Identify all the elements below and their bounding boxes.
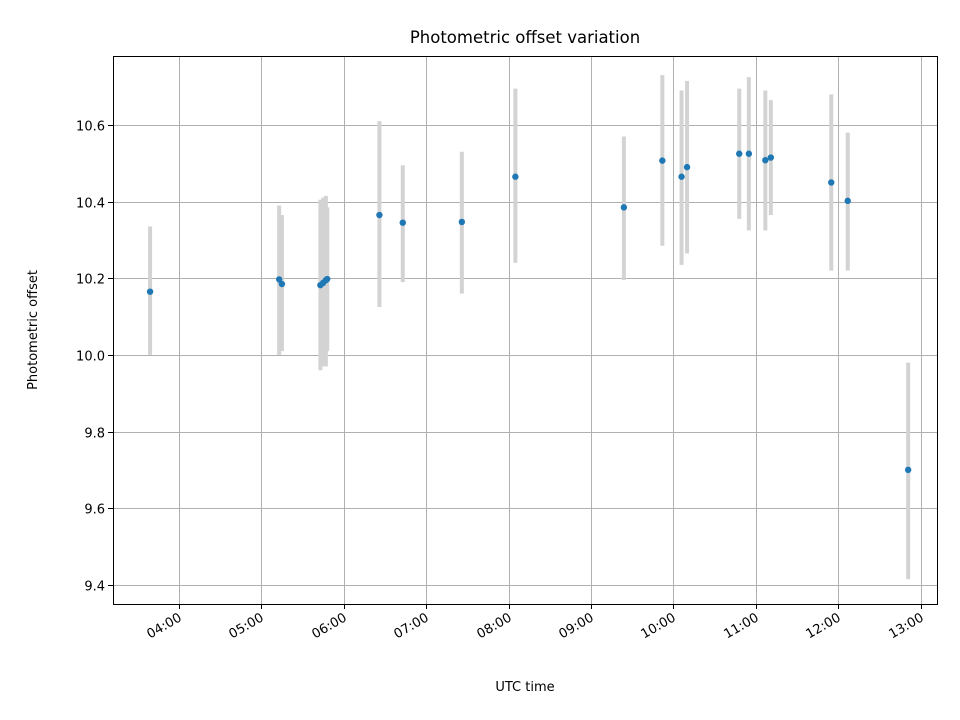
y-tick-label: 10.2 — [76, 273, 105, 288]
data-point — [745, 150, 753, 157]
data-point — [904, 466, 912, 474]
data-point — [275, 276, 283, 283]
data-point — [146, 288, 154, 295]
y-tick-label: 10.4 — [76, 197, 105, 212]
y-tick-label: 9.4 — [84, 580, 105, 595]
data-point — [762, 157, 769, 164]
data-point — [678, 173, 685, 180]
data-point — [620, 204, 628, 211]
data-point — [324, 275, 331, 283]
data-point — [828, 179, 835, 186]
y-tick-label: 9.8 — [84, 427, 105, 442]
y-axis-label: Photometric offset — [26, 270, 41, 390]
x-axis-label: UTC time — [495, 680, 554, 695]
data-point — [736, 150, 743, 157]
data-point — [659, 157, 666, 164]
data-points — [146, 150, 912, 474]
data-point — [767, 154, 775, 161]
data-point — [683, 163, 691, 171]
y-tick-label: 9.6 — [84, 503, 105, 518]
y-tick-label: 10.6 — [76, 120, 105, 135]
chart-title: Photometric offset variation — [410, 28, 640, 47]
y-axis-ticks: 9.4 9.6 9.8 10.0 10.2 10.4 10.6 — [76, 120, 113, 595]
grid — [113, 56, 937, 604]
data-point — [376, 211, 383, 219]
y-tick-label: 10.0 — [76, 350, 105, 365]
data-point — [512, 173, 519, 180]
data-point — [278, 280, 286, 288]
plot-frame — [113, 56, 938, 605]
data-point — [458, 218, 466, 226]
data-point — [844, 197, 851, 205]
data-point — [399, 219, 406, 226]
